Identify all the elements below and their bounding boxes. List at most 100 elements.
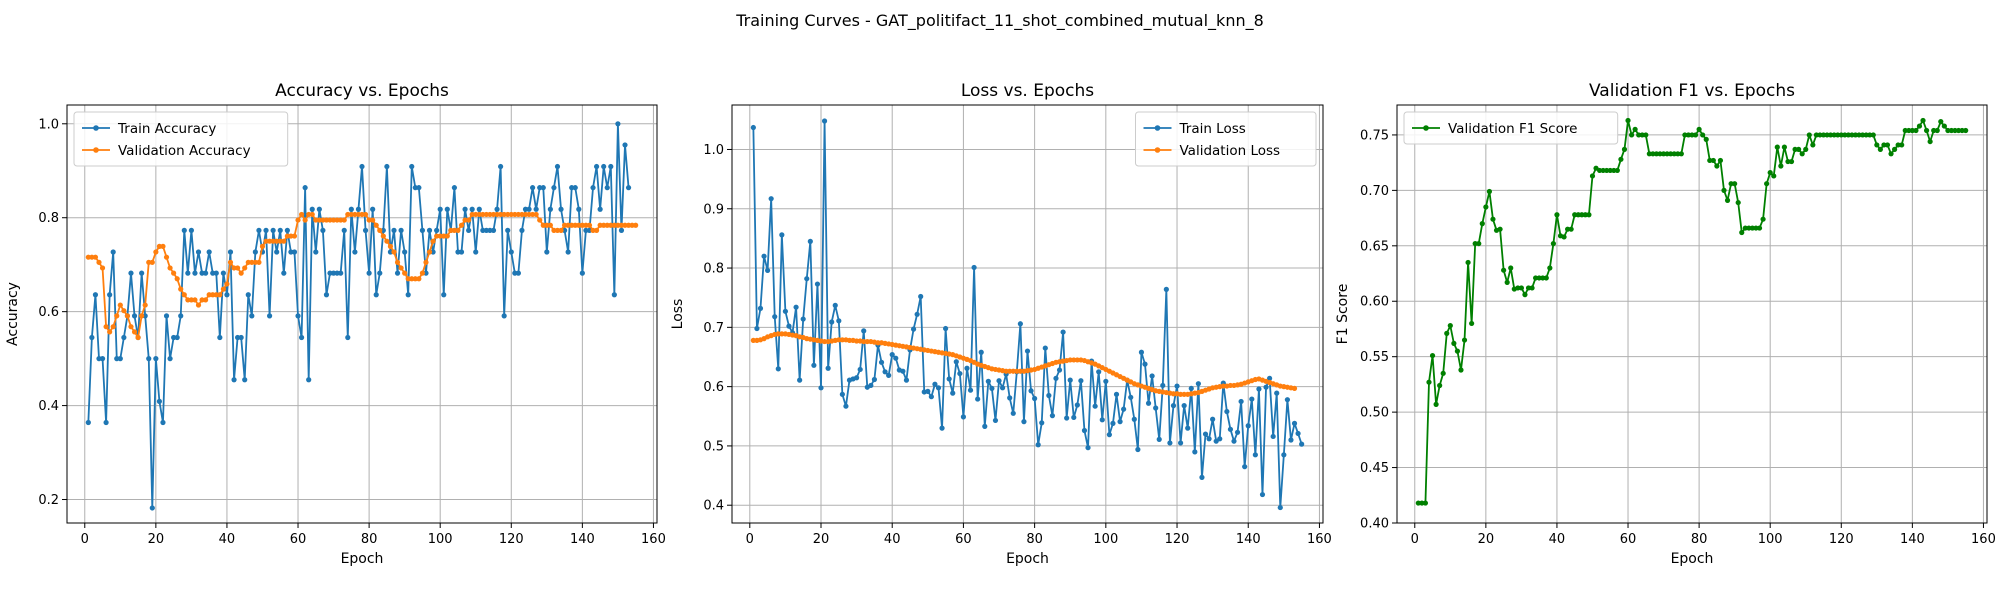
data-point [914,311,920,317]
data-point [1540,275,1546,281]
data-point [298,211,305,218]
legend-label: Validation Accuracy [118,143,251,159]
data-point [1217,436,1223,442]
data-point [1249,396,1255,402]
x-tick-label: 40 [1549,532,1566,547]
data-point [1238,398,1244,405]
data-point [89,334,95,341]
data-point [1085,445,1091,451]
data-point [537,217,543,223]
data-point [807,238,813,244]
data-point [1490,216,1496,222]
data-point [868,382,874,389]
data-point [1017,321,1023,327]
loss-legend: Train Loss Validation Loss [1135,111,1317,167]
data-point [370,217,376,223]
data-point [1444,330,1450,336]
data-point [1461,337,1468,343]
data-point [1163,286,1169,292]
data-point [235,334,241,341]
data-point [245,292,251,298]
data-point [1267,375,1273,381]
data-point [1252,452,1258,458]
data-point [117,302,123,308]
data-point [274,249,280,255]
data-point [761,253,767,259]
data-point [373,292,379,298]
data-point [547,222,553,228]
data-point [107,329,113,335]
y-tick-label: 0.65 [1360,239,1389,254]
data-point [519,227,525,233]
data-point [1245,423,1251,429]
data-point [1568,226,1574,232]
data-point [348,206,354,212]
data-point [1053,375,1059,381]
loss-title: Loss vs. Epochs [961,81,1094,101]
data-point [1007,395,1013,401]
x-tick-label: 60 [955,532,972,547]
data-point [1742,225,1748,231]
data-point [825,365,831,371]
data-point [1692,132,1699,138]
y-tick-label: 0.8 [38,211,59,226]
data-point [1767,170,1773,176]
data-point [1138,349,1145,355]
data-point [327,217,333,223]
y-tick-label: 0.6 [703,380,724,395]
legend-label: Validation F1 Score [1448,121,1577,137]
data-point [306,377,312,383]
data-point [1469,320,1475,327]
accuracy-title: Accuracy vs. Epochs [275,81,449,101]
data-point [466,217,472,223]
data-point [266,313,273,319]
data-point [92,254,99,260]
data-point [480,227,486,233]
data-point [352,211,358,218]
y-tick-label: 0.70 [1360,184,1389,199]
data-point [903,377,910,383]
data-point [210,292,216,298]
data-point [160,243,166,249]
data-point [227,259,234,265]
data-point [1458,367,1464,373]
x-tick-label: 100 [1093,532,1118,547]
data-point [128,270,134,276]
data-point [220,270,226,276]
data-point [1828,132,1834,138]
data-point [252,259,258,265]
data-point [426,227,433,233]
data-point [458,249,465,255]
data-point [992,417,999,424]
data-point [1192,449,1198,455]
legend-box [73,111,289,167]
x-tick-label: 140 [1236,532,1261,547]
data-point [1963,127,1969,134]
data-point [1426,379,1432,385]
data-point [1277,504,1283,511]
data-point [1479,221,1485,227]
data-point [355,206,362,212]
data-point [1067,377,1073,383]
data-point [1078,378,1084,384]
data-point [854,338,860,344]
data-point [772,314,778,320]
data-point [320,217,326,223]
data-point [174,334,180,341]
legend-box [1135,111,1317,167]
y-tick-label: 1.0 [703,143,724,158]
data-point [206,249,212,255]
data-point [462,206,468,212]
data-point [590,185,596,191]
data-point [989,385,995,392]
data-point [1550,240,1556,247]
f1-axes-frame [1396,104,1988,524]
data-point [295,217,301,223]
y-tick-label: 0.60 [1360,295,1389,310]
data-point [1170,403,1177,409]
data-point [1010,410,1016,416]
data-point [775,331,781,337]
data-point [957,370,963,377]
data-point [384,238,390,244]
data-point [195,249,202,255]
